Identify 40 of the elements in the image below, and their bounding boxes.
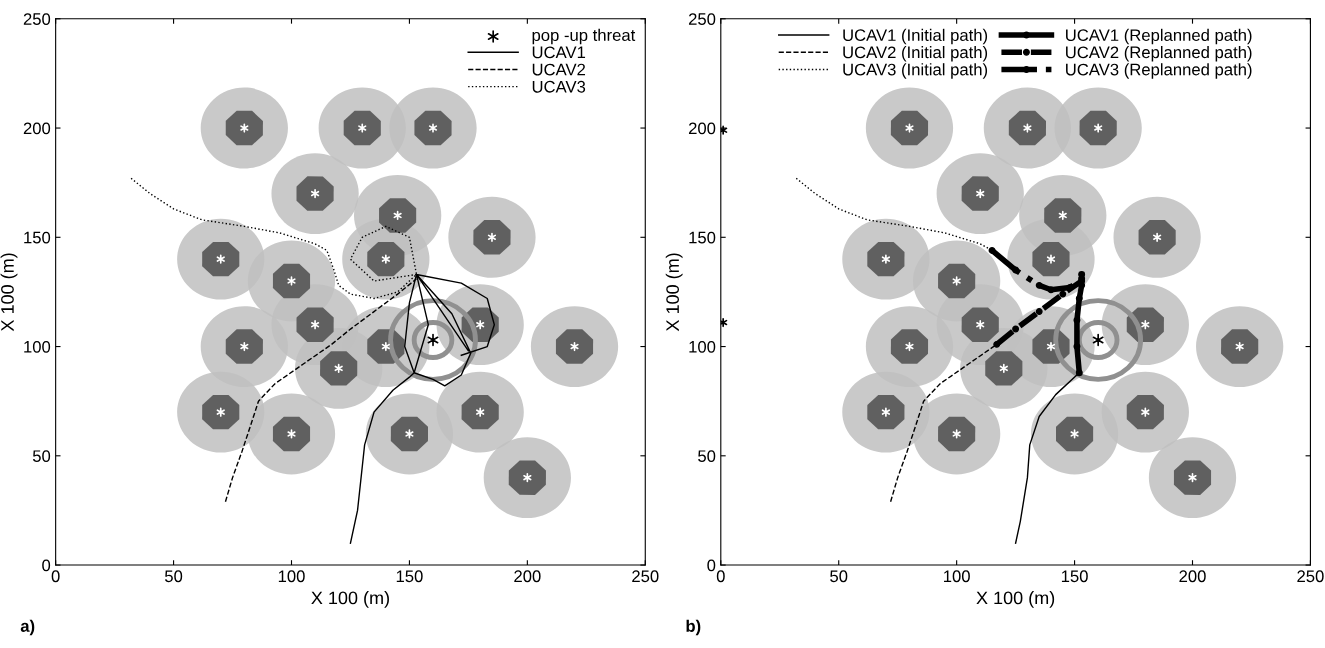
x-axis-title: X 100 (m) bbox=[976, 591, 1055, 608]
y-tick-label: 250 bbox=[688, 13, 716, 25]
legend-label: UCAV2 (Replanned path) bbox=[1066, 46, 1252, 62]
y-tick-label: 50 bbox=[698, 450, 716, 463]
y-tick-label: 0 bbox=[42, 559, 51, 572]
x-tick-label: 50 bbox=[830, 570, 848, 583]
x-tick-label: 100 bbox=[278, 570, 305, 583]
legend-label: UCAV3 (Initial path) bbox=[843, 63, 988, 79]
y-tick-label: 250 bbox=[23, 13, 51, 25]
legend-label: UCAV1 (Initial path) bbox=[843, 28, 988, 45]
y-tick-label: 200 bbox=[23, 122, 51, 135]
x-tick-label: 50 bbox=[164, 570, 183, 583]
y-tick-label: 150 bbox=[689, 231, 716, 244]
x-tick-label: 200 bbox=[1179, 570, 1206, 583]
x-tick-label: 200 bbox=[514, 570, 541, 583]
y-tick-label: 0 bbox=[707, 559, 716, 572]
y-axis-title: X 100 (m) bbox=[0, 253, 18, 332]
text: a) bbox=[20, 619, 35, 636]
x-tick-label: 150 bbox=[1061, 570, 1088, 583]
legend-label: UCAV3 bbox=[532, 80, 586, 93]
x-tick-label: 0 bbox=[51, 570, 60, 583]
legend-label: UCAV1 bbox=[532, 46, 586, 59]
x-tick-label: 100 bbox=[944, 570, 970, 583]
x-axis-title: X 100 (m) bbox=[311, 591, 389, 608]
legend-label: UCAV3 (Replanned path) bbox=[1066, 63, 1252, 79]
x-tick-label: 0 bbox=[716, 570, 725, 583]
y-tick-label: 100 bbox=[24, 340, 51, 353]
x-tick-label: 250 bbox=[1297, 570, 1324, 583]
x-tick-label: 150 bbox=[396, 570, 423, 583]
text: b) bbox=[686, 619, 701, 636]
y-tick-label: 100 bbox=[689, 340, 716, 353]
y-tick-label: 50 bbox=[32, 450, 51, 463]
y-tick-label: 150 bbox=[24, 231, 51, 244]
legend-label: pop -up threat bbox=[532, 28, 636, 45]
legend-label: UCAV2 bbox=[532, 63, 586, 76]
x-tick-label: 250 bbox=[632, 570, 659, 583]
legend-label: UCAV2 (Initial path) bbox=[843, 46, 988, 62]
legend-label: UCAV1 (Replanned path) bbox=[1066, 28, 1252, 45]
y-tick-label: 200 bbox=[688, 122, 716, 135]
y-axis-title: X 100 (m) bbox=[665, 253, 683, 332]
